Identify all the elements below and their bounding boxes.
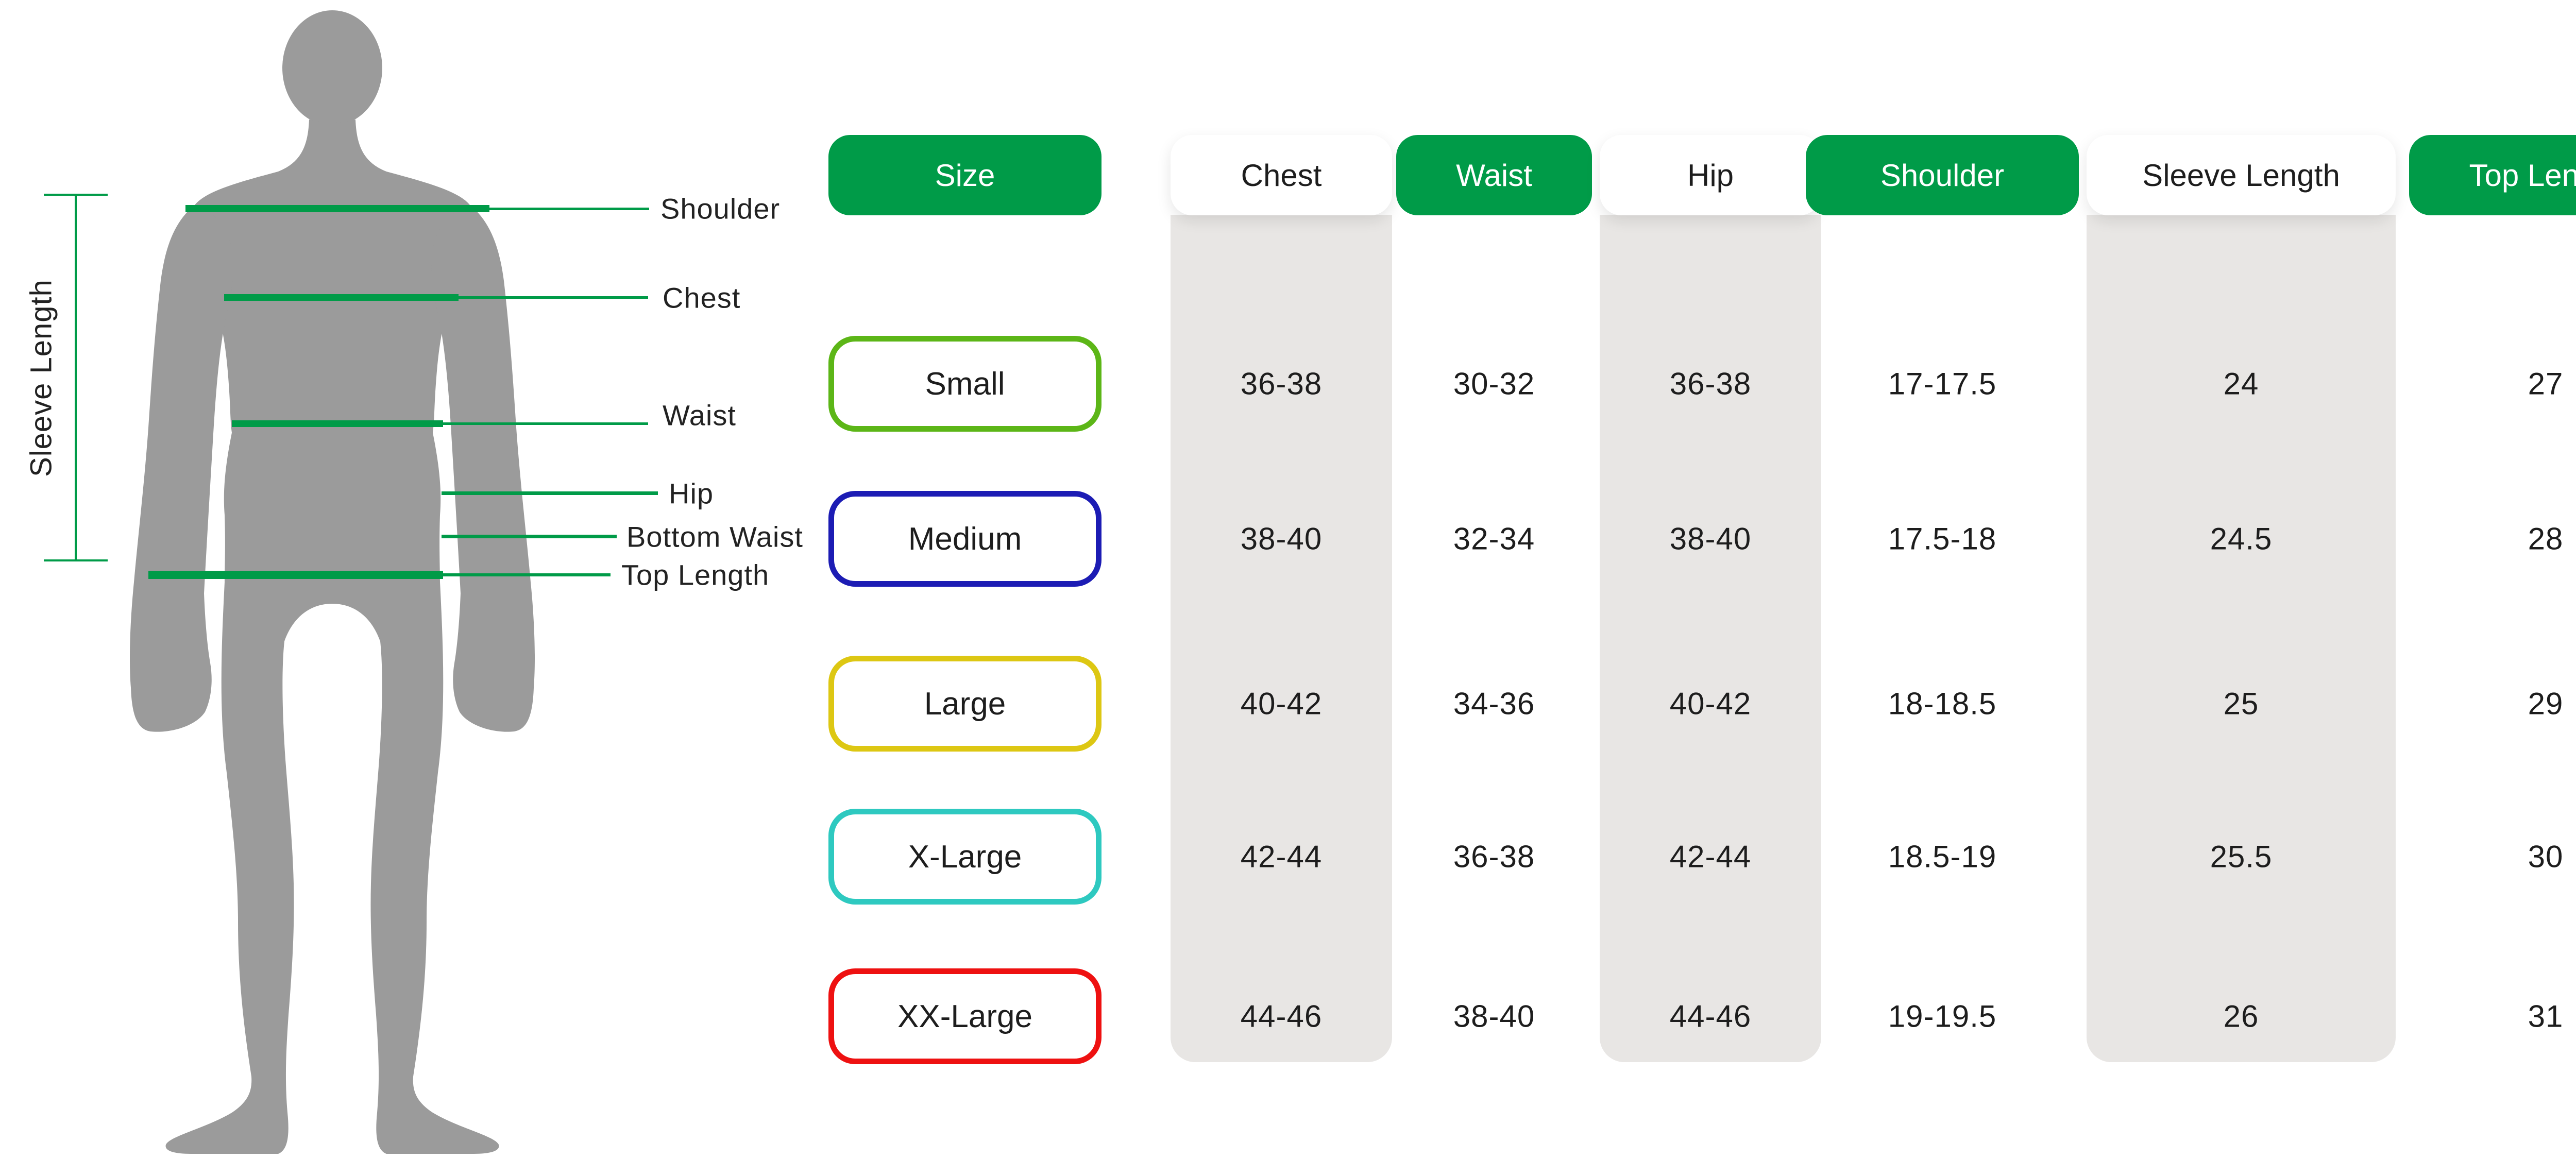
cell-xx-large-hip: 44-46: [1669, 999, 1752, 1034]
shoulder-callout-line: [489, 208, 649, 210]
bottom-waist-callout-line: [442, 535, 617, 538]
size-option-x-large[interactable]: X-Large: [828, 809, 1101, 905]
cell-medium-chest: 38-40: [1240, 521, 1323, 556]
chest-measure-line: [224, 294, 459, 301]
column-header-hip: Hip: [1600, 135, 1821, 215]
cell-medium-top-length: 28: [2528, 521, 2564, 556]
cell-small-hip: 36-38: [1669, 366, 1752, 401]
size-option-label: Small: [925, 366, 1005, 402]
column-strip-hip: [1600, 215, 1821, 1062]
cell-xx-large-shoulder: 19-19.5: [1888, 999, 1997, 1034]
waist-label: Waist: [663, 399, 736, 432]
top-length-measure-line: [148, 571, 443, 579]
column-header-label: Chest: [1241, 158, 1322, 193]
cell-large-waist: 34-36: [1453, 686, 1535, 721]
body-silhouette: [130, 10, 535, 1154]
cell-large-sleeve-length: 25: [2223, 686, 2259, 721]
column-header-waist: Waist: [1396, 135, 1592, 215]
hip-callout-line: [442, 491, 658, 495]
sleeve-length-label: Sleeve Length: [24, 279, 58, 477]
waist-measure-line: [232, 420, 443, 427]
column-header-label: Hip: [1687, 158, 1734, 193]
cell-small-shoulder: 17-17.5: [1888, 366, 1997, 401]
cell-large-chest: 40-42: [1240, 686, 1323, 721]
column-strip-chest: [1171, 215, 1392, 1062]
cell-small-sleeve-length: 24: [2223, 366, 2259, 401]
cell-x-large-waist: 36-38: [1453, 839, 1535, 874]
column-header-top-length: Top Length: [2409, 135, 2576, 215]
size-option-label: X-Large: [908, 839, 1022, 875]
sleeve-length-bracket-top-tick: [44, 194, 108, 196]
chest-callout-line: [459, 296, 648, 299]
cell-x-large-shoulder: 18.5-19: [1888, 839, 1997, 874]
column-header-label: Sleeve Length: [2142, 158, 2340, 193]
column-header-shoulder: Shoulder: [1806, 135, 2079, 215]
column-header-sleeve-length: Sleeve Length: [2087, 135, 2396, 215]
top-length-label: Top Length: [621, 558, 770, 591]
size-option-xx-large[interactable]: XX-Large: [828, 968, 1101, 1064]
cell-x-large-hip: 42-44: [1669, 839, 1752, 874]
column-header-label: Waist: [1456, 158, 1532, 193]
size-option-label: XX-Large: [897, 998, 1032, 1034]
cell-xx-large-sleeve-length: 26: [2223, 999, 2259, 1034]
sleeve-length-bracket-bottom-tick: [44, 559, 108, 561]
column-header-label: Shoulder: [1880, 158, 2005, 193]
cell-small-top-length: 27: [2528, 366, 2564, 401]
cell-large-hip: 40-42: [1669, 686, 1752, 721]
shoulder-measure-line: [185, 205, 489, 212]
bottom-waist-label: Bottom Waist: [626, 520, 803, 553]
waist-callout-line: [443, 422, 648, 425]
column-header-label: Top Length: [2469, 158, 2576, 193]
cell-medium-hip: 38-40: [1669, 521, 1752, 556]
cell-medium-sleeve-length: 24.5: [2210, 521, 2273, 556]
column-header-size: Size: [828, 135, 1101, 215]
cell-x-large-chest: 42-44: [1240, 839, 1323, 874]
column-header-chest: Chest: [1171, 135, 1392, 215]
cell-x-large-sleeve-length: 25.5: [2210, 839, 2273, 874]
cell-medium-shoulder: 17.5-18: [1888, 521, 1997, 556]
size-option-large[interactable]: Large: [828, 656, 1101, 752]
cell-large-shoulder: 18-18.5: [1888, 686, 1997, 721]
column-strip-sleeve-length: [2087, 215, 2396, 1062]
cell-medium-waist: 32-34: [1453, 521, 1535, 556]
hip-label: Hip: [669, 477, 714, 510]
size-option-label: Large: [924, 686, 1006, 722]
top-length-callout-line: [443, 573, 611, 576]
size-option-small[interactable]: Small: [828, 336, 1101, 432]
chest-label: Chest: [663, 281, 741, 314]
shoulder-label: Shoulder: [660, 192, 781, 225]
cell-xx-large-chest: 44-46: [1240, 999, 1323, 1034]
cell-xx-large-waist: 38-40: [1453, 999, 1535, 1034]
sleeve-length-bracket-line: [75, 195, 77, 561]
column-header-label: Size: [935, 158, 995, 193]
size-option-medium[interactable]: Medium: [828, 491, 1101, 587]
cell-x-large-top-length: 30: [2528, 839, 2564, 874]
cell-xx-large-top-length: 31: [2528, 999, 2564, 1034]
cell-small-waist: 30-32: [1453, 366, 1535, 401]
cell-small-chest: 36-38: [1240, 366, 1323, 401]
size-option-label: Medium: [908, 521, 1022, 557]
cell-large-top-length: 29: [2528, 686, 2564, 721]
